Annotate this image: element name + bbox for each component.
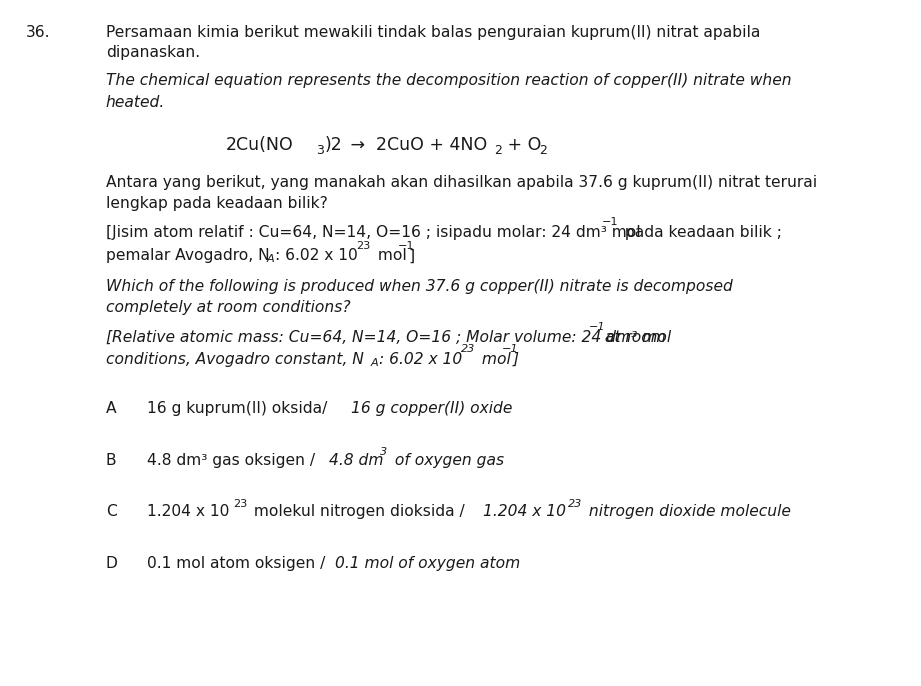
- Text: −1: −1: [398, 241, 414, 250]
- Text: mol: mol: [477, 352, 511, 367]
- Text: 23: 23: [356, 241, 370, 250]
- Text: 0.1 mol atom oksigen /: 0.1 mol atom oksigen /: [147, 556, 331, 571]
- Text: A: A: [106, 401, 117, 416]
- Text: −1: −1: [502, 344, 519, 354]
- Text: −1: −1: [601, 217, 618, 227]
- Text: nitrogen dioxide molecule: nitrogen dioxide molecule: [584, 504, 791, 519]
- Text: ]: ]: [408, 248, 414, 263]
- Text: mol: mol: [373, 248, 407, 263]
- Text: dipanaskan.: dipanaskan.: [106, 45, 200, 60]
- Text: B: B: [106, 453, 117, 468]
- Text: Persamaan kimia berikut mewakili tindak balas penguraian kuprum(II) nitrat apabi: Persamaan kimia berikut mewakili tindak …: [106, 25, 761, 40]
- Text: 23: 23: [233, 499, 247, 509]
- Text: 2CuO + 4NO: 2CuO + 4NO: [376, 136, 487, 154]
- Text: A: A: [266, 254, 274, 264]
- Text: lengkap pada keadaan bilik?: lengkap pada keadaan bilik?: [106, 196, 328, 211]
- Text: 2: 2: [494, 144, 502, 157]
- Text: conditions, Avogadro constant, N: conditions, Avogadro constant, N: [106, 352, 364, 367]
- Text: [Relative atomic mass: Cu=64, N=14, O=16 ; Molar volume: 24 dm³ mol: [Relative atomic mass: Cu=64, N=14, O=16…: [106, 330, 671, 345]
- Text: 36.: 36.: [26, 25, 51, 40]
- Text: 1.204 x 10: 1.204 x 10: [483, 504, 565, 519]
- Text: : 6.02 x 10: : 6.02 x 10: [275, 248, 358, 263]
- Text: completely at room conditions?: completely at room conditions?: [106, 300, 351, 315]
- Text: pada keadaan bilik ;: pada keadaan bilik ;: [620, 225, 782, 240]
- Text: 23: 23: [460, 344, 474, 354]
- Text: A: A: [370, 357, 378, 368]
- Text: 23: 23: [568, 499, 582, 509]
- Text: Which of the following is produced when 37.6 g copper(II) nitrate is decomposed: Which of the following is produced when …: [106, 279, 733, 294]
- Text: 3: 3: [380, 447, 388, 458]
- Text: D: D: [106, 556, 118, 571]
- Text: pemalar Avogadro, N: pemalar Avogadro, N: [106, 248, 270, 263]
- Text: 0.1 mol of oxygen atom: 0.1 mol of oxygen atom: [335, 556, 520, 571]
- Text: 2: 2: [539, 144, 547, 157]
- Text: 4.8 dm³ gas oksigen /: 4.8 dm³ gas oksigen /: [147, 453, 321, 468]
- Text: 1.204 x 10: 1.204 x 10: [147, 504, 229, 519]
- Text: of oxygen gas: of oxygen gas: [390, 453, 504, 468]
- Text: [Jisim atom relatif : Cu=64, N=14, O=16 ; isipadu molar: 24 dm³ mol: [Jisim atom relatif : Cu=64, N=14, O=16 …: [106, 225, 640, 240]
- Text: )2: )2: [324, 136, 342, 154]
- Text: 16 g kuprum(II) oksida/: 16 g kuprum(II) oksida/: [147, 401, 332, 416]
- Text: 3: 3: [316, 144, 324, 157]
- Text: 4.8 dm: 4.8 dm: [329, 453, 383, 468]
- Text: →: →: [345, 136, 371, 154]
- Text: + O: + O: [502, 136, 542, 154]
- Text: Antara yang berikut, yang manakah akan dihasilkan apabila 37.6 g kuprum(II) nitr: Antara yang berikut, yang manakah akan d…: [106, 175, 817, 190]
- Text: 16 g copper(II) oxide: 16 g copper(II) oxide: [351, 401, 512, 416]
- Text: ]: ]: [513, 352, 519, 367]
- Text: at room: at room: [600, 330, 666, 345]
- Text: heated.: heated.: [106, 95, 165, 110]
- Text: C: C: [106, 504, 117, 519]
- Text: 2Cu(NO: 2Cu(NO: [226, 136, 294, 154]
- Text: : 6.02 x 10: : 6.02 x 10: [379, 352, 462, 367]
- Text: molekul nitrogen dioksida /: molekul nitrogen dioksida /: [249, 504, 470, 519]
- Text: −1: −1: [589, 322, 605, 332]
- Text: The chemical equation represents the decomposition reaction of copper(II) nitrat: The chemical equation represents the dec…: [106, 73, 791, 88]
